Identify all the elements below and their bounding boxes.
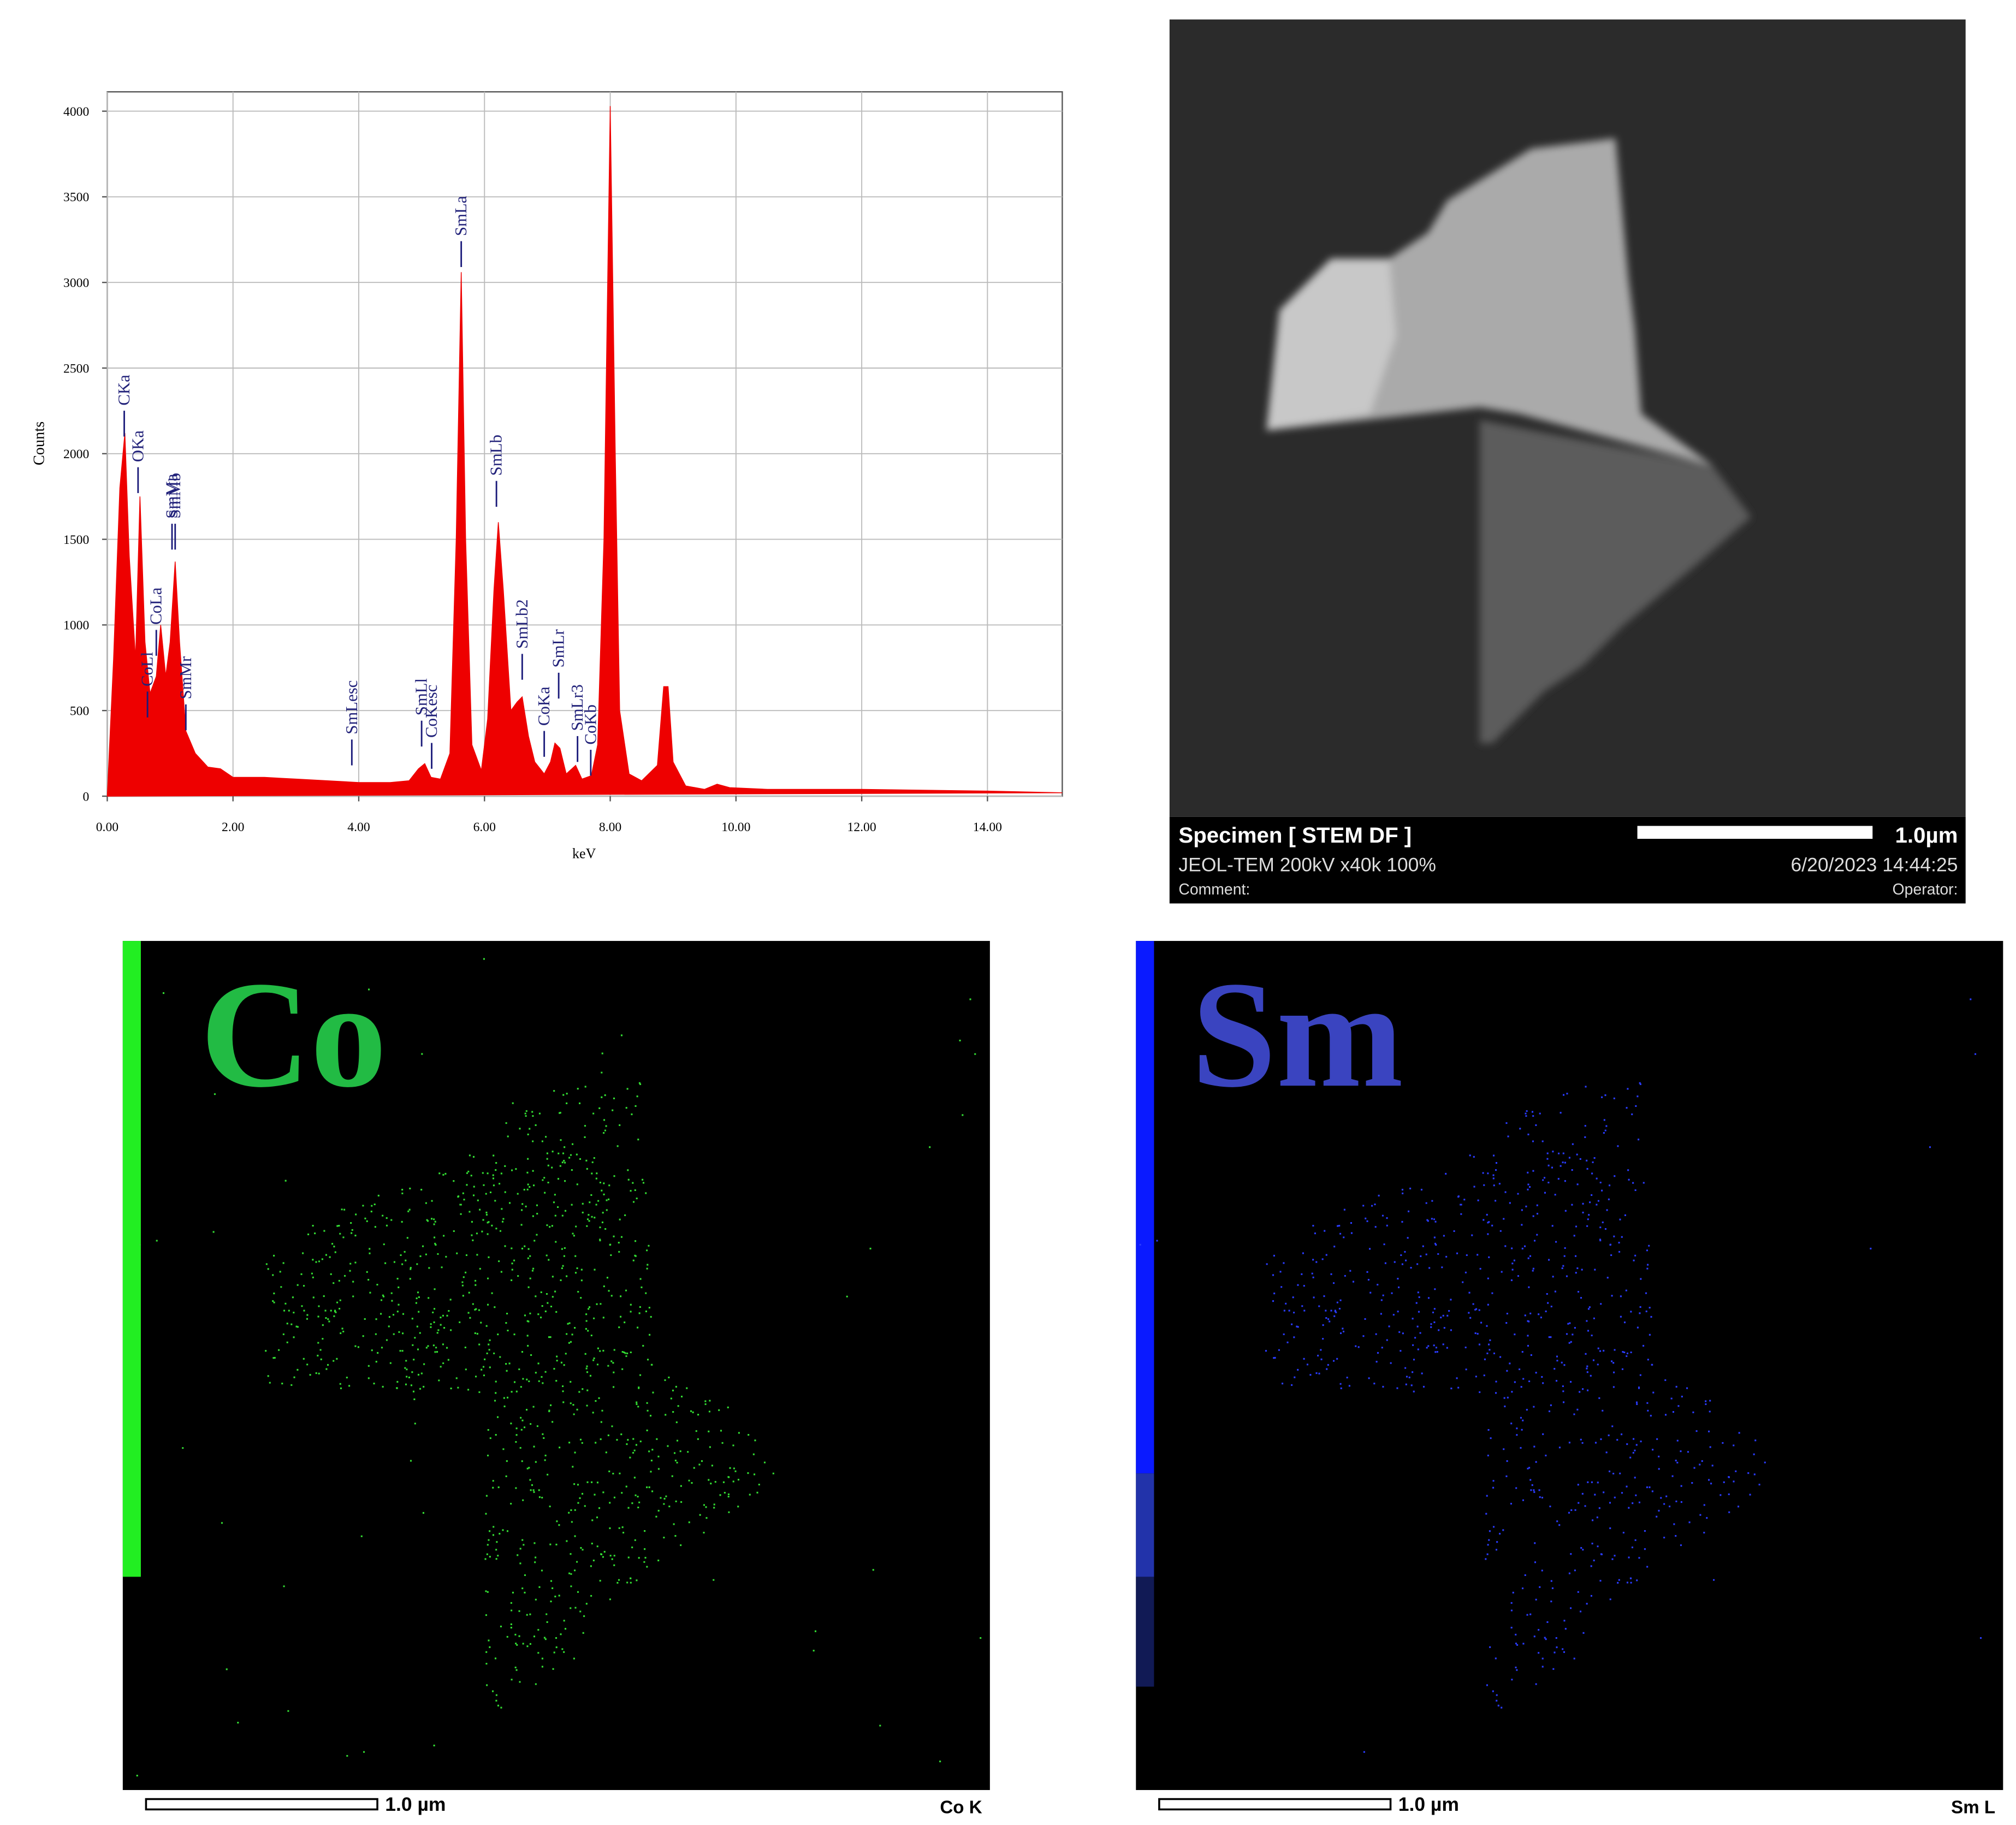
- peak-label: SmMb: [165, 473, 184, 519]
- x-tick-label: 10.00: [721, 820, 750, 834]
- y-tick-label: 3000: [63, 276, 89, 290]
- sm-map: [1136, 941, 2003, 1790]
- particle: [1266, 138, 1751, 743]
- y-axis-label: Counts: [31, 422, 48, 465]
- x-tick-label: 14.00: [973, 820, 1002, 834]
- peak-label: CKa: [115, 375, 133, 406]
- peak-label: SmLb2: [513, 599, 531, 649]
- particle-bright: [1266, 258, 1396, 431]
- sm-intensity-bar: [1136, 941, 1154, 1474]
- co-element: Co: [200, 950, 387, 1119]
- peak-label: SmMa: [162, 473, 181, 518]
- x-tick-label: 12.00: [847, 820, 876, 834]
- grid: 0 500 1000 1500 2000 2500 3000 3500 4000 0.00 2.00…: [63, 92, 1063, 834]
- peak-label: CoLl: [138, 652, 157, 686]
- peak-label: SmMr: [176, 656, 195, 700]
- timestamp: 6/20/2023 14:44:25: [1791, 854, 1958, 875]
- y-tick-label: 2000: [63, 447, 89, 461]
- scale-label: 1.0µm: [1895, 823, 1958, 848]
- peak-label: CoKb: [581, 704, 600, 744]
- co-map: [122, 941, 990, 1790]
- sm-intensity-bar-low: [1136, 1577, 1154, 1687]
- y-tick-label: 2500: [63, 362, 89, 376]
- operator: Operator:: [1893, 881, 1958, 898]
- peak-label: SmLb: [487, 435, 506, 476]
- peak-label: SmLl: [412, 678, 431, 715]
- sm-scale-label: 1.0 µm: [1398, 1793, 1459, 1815]
- peak-label: CoLa: [147, 587, 165, 625]
- sm-scale-bar: [1158, 1798, 1392, 1811]
- sm-element: Sm: [1191, 950, 1403, 1119]
- peak-label: CoKesc: [422, 685, 441, 738]
- comment: Comment:: [1178, 881, 1250, 898]
- stem-title: Specimen [ STEM DF ]: [1178, 823, 1412, 848]
- co-line: Co K: [940, 1798, 982, 1818]
- peak-label: CoKa: [535, 686, 553, 726]
- y-tick-label: 500: [70, 704, 89, 718]
- spectrum-area: [106, 106, 1063, 797]
- x-axis-label: keV: [572, 846, 596, 862]
- y-tick-label: 0: [82, 790, 89, 804]
- y-tick-label: 1500: [63, 533, 89, 547]
- peak-label: SmLesc: [342, 680, 361, 734]
- x-tick-label: 6.00: [473, 820, 496, 834]
- y-tick-label: 4000: [63, 105, 89, 119]
- particle-lower: [1479, 420, 1751, 743]
- co-scale-bar: [145, 1798, 378, 1811]
- x-tick-label: 4.00: [347, 820, 370, 834]
- plot-frame: [106, 91, 1063, 797]
- peak-label: SmLr: [549, 629, 568, 667]
- peak-label: SmLr3: [568, 684, 586, 731]
- peak-label: OKa: [128, 430, 147, 462]
- sm-line: Sm L: [1951, 1798, 1995, 1818]
- co-scale-label: 1.0 µm: [385, 1793, 446, 1815]
- y-tick-label: 3500: [63, 191, 89, 205]
- scale-bar: [1637, 826, 1873, 839]
- sm-intensity-bar-mid: [1136, 1473, 1154, 1577]
- y-tick-label: 1000: [63, 619, 89, 633]
- x-tick-label: 8.00: [599, 820, 621, 834]
- x-tick-label: 2.00: [222, 820, 244, 834]
- co-intensity-bar: [122, 941, 141, 1577]
- instrument: JEOL-TEM 200kV x40k 100%: [1178, 854, 1436, 875]
- x-tick-label: 0.00: [96, 820, 118, 834]
- peak-label: SmLa: [452, 195, 470, 236]
